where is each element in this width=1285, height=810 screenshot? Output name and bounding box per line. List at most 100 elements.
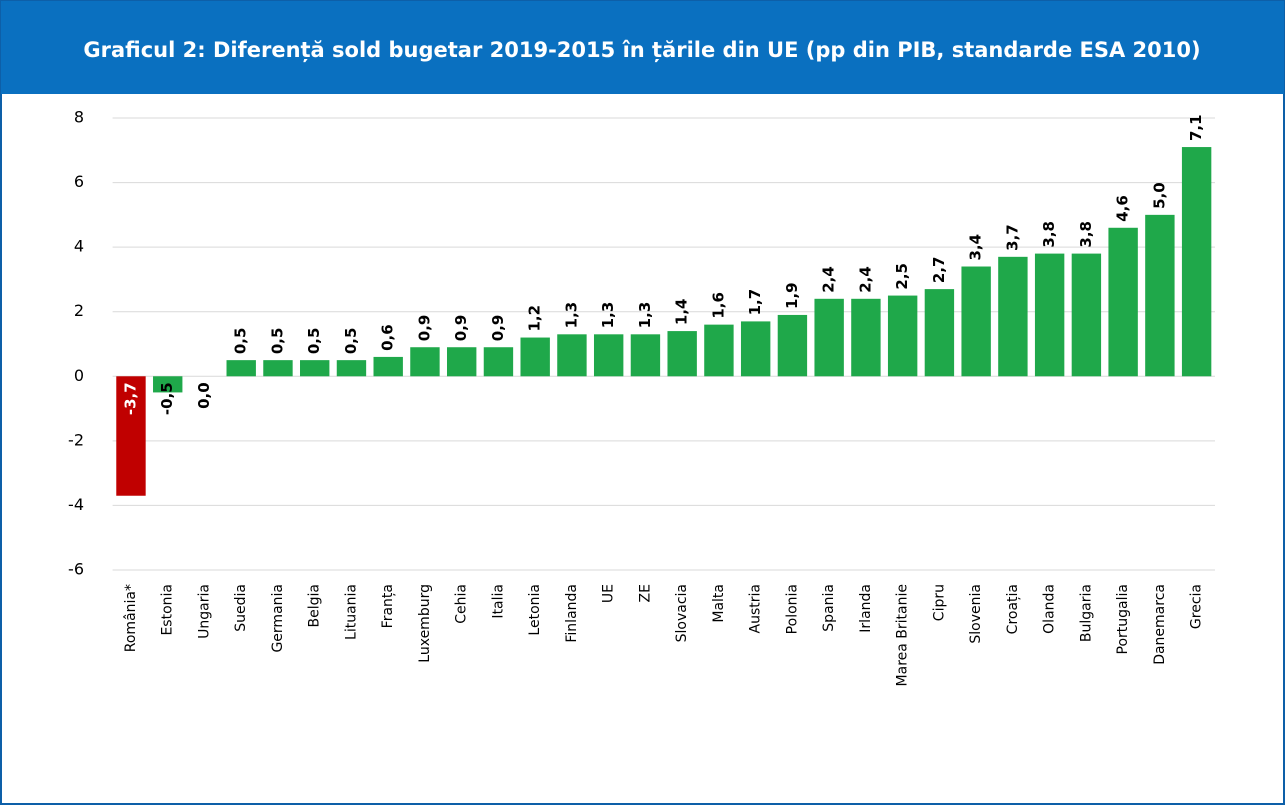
bar: [300, 360, 330, 377]
x-tick-label: Letonia: [527, 584, 543, 636]
x-tick-label: Germania: [270, 584, 286, 653]
data-label: 1,6: [709, 292, 727, 319]
bar: [814, 298, 844, 377]
x-tick-label: UE: [601, 584, 617, 603]
x-tick-label: Polonia: [784, 584, 800, 634]
bar: [116, 376, 146, 496]
y-tick-label: 6: [74, 172, 84, 191]
x-tick-label: Olanda: [1042, 584, 1058, 634]
data-label: 1,4: [673, 299, 691, 326]
data-label: 0,5: [268, 328, 286, 355]
data-label: 3,8: [1040, 221, 1058, 248]
y-tick-label: 8: [74, 108, 84, 127]
data-label: 1,9: [783, 282, 801, 309]
data-label: 0,9: [415, 315, 433, 342]
bar: [483, 347, 514, 377]
data-label: 0,6: [379, 324, 397, 351]
x-tick-label: Belgia: [307, 584, 323, 627]
x-tick-label: Austria: [748, 584, 764, 633]
data-label: 3,4: [967, 234, 985, 261]
data-label: 1,3: [562, 302, 580, 329]
x-tick-label: România*: [123, 584, 139, 652]
data-label: 2,5: [893, 263, 911, 290]
data-label: 0,5: [232, 328, 250, 355]
data-label: 2,4: [820, 266, 838, 293]
x-tick-label: Franța: [380, 584, 396, 628]
y-tick-label: 2: [74, 301, 84, 320]
y-tick-label: 4: [74, 237, 84, 256]
bar: [153, 376, 183, 393]
bar: [226, 360, 256, 377]
y-tick-label: -6: [68, 560, 84, 579]
data-label: 0,5: [342, 328, 360, 355]
x-tick-label: Italia: [490, 584, 506, 619]
bar: [630, 334, 661, 377]
x-tick-label: Slovacia: [674, 584, 690, 642]
bar: [961, 266, 991, 377]
x-tick-label: Ungaria: [196, 584, 212, 639]
bar: [446, 347, 477, 377]
x-tick-label: Danemarca: [1152, 584, 1168, 665]
data-label: 1,2: [526, 305, 544, 332]
x-tick-label: Bulgaria: [1078, 584, 1094, 642]
data-label: 2,4: [856, 266, 874, 293]
data-label: 1,3: [599, 302, 617, 329]
x-tick-label: Luxemburg: [417, 584, 433, 663]
bar: [1108, 227, 1138, 377]
data-label: 1,3: [636, 302, 654, 329]
data-label: 0,0: [195, 382, 213, 409]
bar: [557, 334, 587, 377]
x-tick-label: Estonia: [160, 584, 176, 636]
x-tick-label: Cehia: [454, 584, 470, 624]
data-label: 0,9: [452, 315, 470, 342]
x-tick-label: Spania: [821, 584, 837, 632]
data-label: 7,1: [1187, 114, 1205, 141]
bar: [336, 360, 367, 377]
data-label: 0,5: [305, 328, 323, 355]
header: [1, 1, 1284, 94]
bar: [593, 334, 624, 377]
bar: [1034, 253, 1065, 377]
x-tick-label: Grecia: [1189, 584, 1205, 629]
bar: [1145, 214, 1175, 377]
data-label: 1,7: [746, 289, 764, 316]
bar: [887, 295, 918, 377]
data-label: -0,5: [158, 382, 176, 415]
bar: [410, 347, 440, 377]
x-tick-label: Irlanda: [858, 584, 874, 633]
x-tick-label: ZE: [637, 584, 653, 602]
x-tick-label: Finlanda: [564, 584, 580, 643]
bar: [1181, 147, 1212, 377]
x-tick-label: Malta: [711, 584, 727, 623]
x-tick-label: Croația: [1005, 584, 1021, 634]
bar: [263, 360, 293, 377]
data-label: 5,0: [1150, 182, 1168, 209]
data-label: 3,8: [1077, 221, 1095, 248]
data-label: 3,7: [1003, 224, 1021, 251]
y-tick-label: -4: [68, 495, 84, 514]
bar: [373, 356, 403, 377]
bar: [667, 331, 697, 377]
y-tick-label: -2: [68, 430, 84, 449]
x-tick-label: Portugalia: [1115, 584, 1131, 654]
data-label: -3,7: [121, 382, 139, 415]
x-tick-label: Suedia: [233, 584, 249, 632]
bar: [924, 289, 955, 377]
bar: [520, 337, 550, 377]
chart-title: Graficul 2: Diferență sold bugetar 2019-…: [83, 38, 1200, 63]
bar: [740, 321, 771, 377]
bar: [777, 314, 808, 377]
x-tick-label: Slovenia: [968, 584, 984, 644]
bar: [998, 256, 1028, 377]
x-tick-label: Cipru: [931, 584, 947, 621]
y-tick-label: 0: [74, 366, 84, 385]
x-tick-label: Lituania: [343, 584, 359, 640]
bar: [704, 324, 734, 377]
data-label: 4,6: [1114, 195, 1132, 222]
bar: [1071, 253, 1102, 377]
x-tick-label: Marea Britanie: [895, 584, 911, 686]
data-label: 2,7: [930, 257, 948, 284]
bar: [851, 298, 881, 377]
